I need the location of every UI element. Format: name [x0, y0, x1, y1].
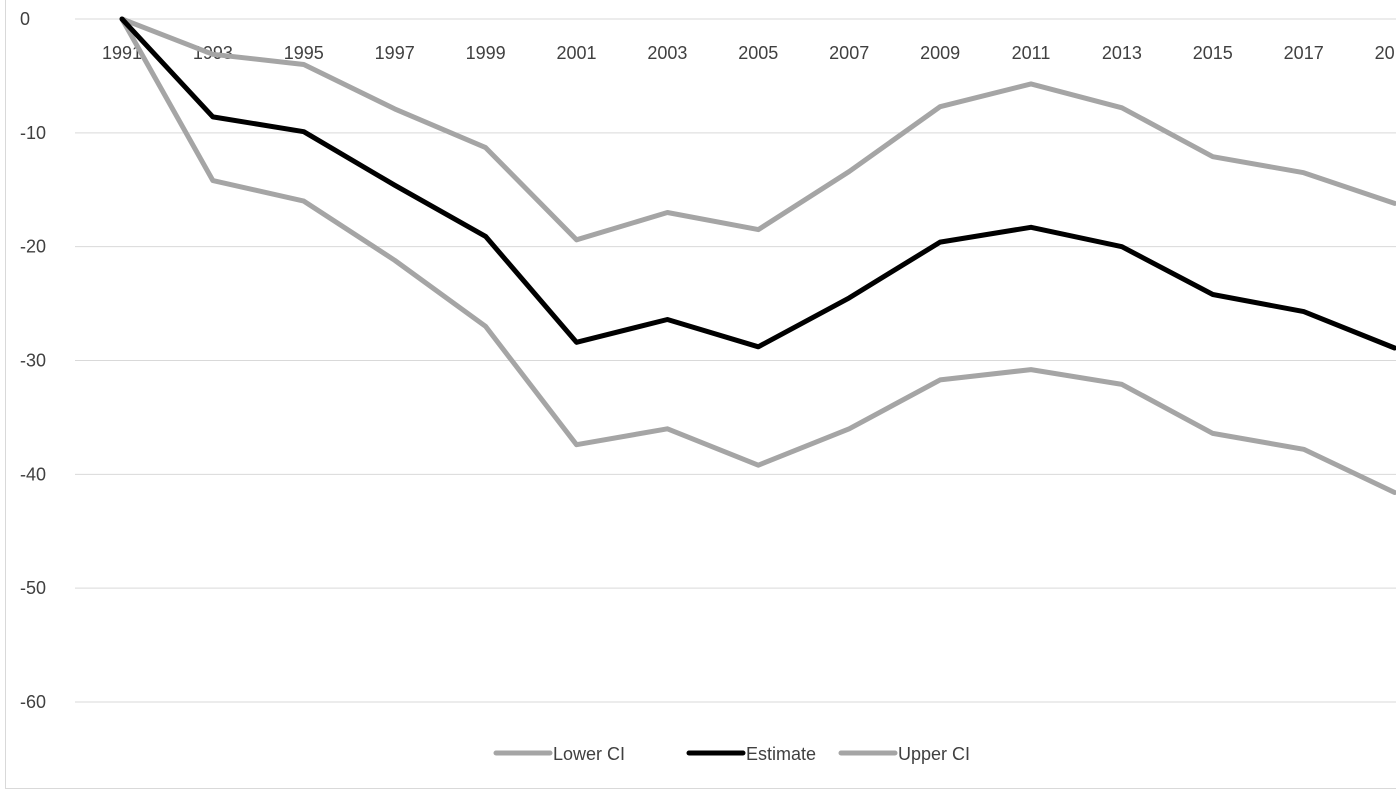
x-axis-ticks: 1991 1993 1995 1997 1999 2001 2003 2005 2007 2009…	[102, 43, 1396, 63]
x-tick-label: 2019	[1375, 43, 1396, 63]
y-tick-label: -40	[20, 464, 46, 484]
x-tick-label: 1991	[102, 43, 142, 63]
x-tick-label: 2009	[920, 43, 960, 63]
x-tick-label: 2005	[738, 43, 778, 63]
y-tick-label: -60	[20, 692, 46, 712]
y-tick-label: -30	[20, 351, 46, 371]
legend-label: Estimate	[746, 744, 816, 764]
x-tick-label: 1999	[466, 43, 506, 63]
y-tick-label: -50	[20, 578, 46, 598]
x-tick-label: 2011	[1012, 43, 1051, 63]
x-tick-label: 2013	[1102, 43, 1142, 63]
x-tick-label: 1997	[375, 43, 415, 63]
x-tick-label: 2003	[647, 43, 687, 63]
x-tick-label: 2015	[1193, 43, 1233, 63]
x-tick-label: 1995	[284, 43, 324, 63]
legend-item: Estimate	[686, 744, 816, 764]
series-lines	[119, 16, 1396, 495]
y-tick-label: -10	[20, 123, 46, 143]
y-axis-ticks: 0 -10 -20 -30 -40 -50 -60	[20, 9, 46, 712]
x-tick-label: 2017	[1284, 43, 1324, 63]
x-tick-label: 2001	[556, 43, 596, 63]
gridlines	[75, 18, 1396, 703]
y-tick-label: 0	[20, 9, 30, 29]
legend-item: Lower CI	[493, 744, 625, 764]
legend-label: Upper CI	[898, 744, 970, 764]
x-tick-label: 2007	[829, 43, 869, 63]
legend-item: Upper CI	[838, 744, 970, 764]
series-line-estimate	[119, 16, 1396, 351]
series-line-upper-ci	[119, 16, 1396, 243]
legend-label: Lower CI	[553, 744, 625, 764]
legend: Lower CI Estimate Upper CI	[493, 744, 970, 764]
y-tick-label: -20	[20, 237, 46, 257]
series-line-lower-ci	[119, 16, 1396, 495]
